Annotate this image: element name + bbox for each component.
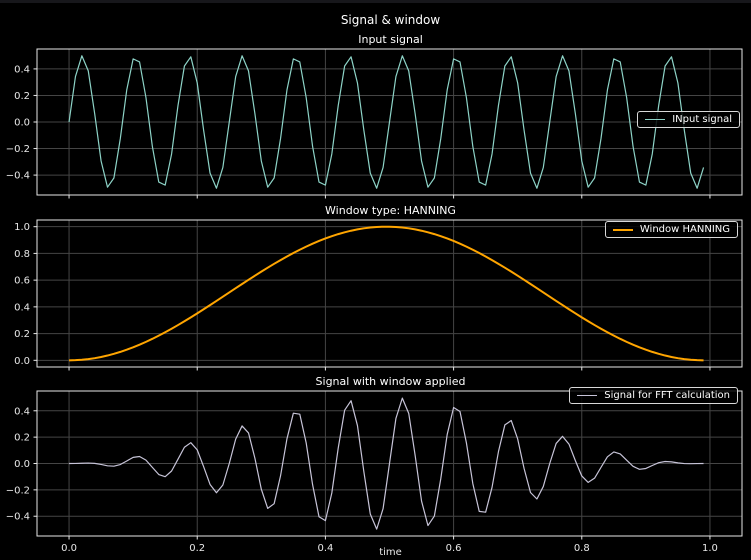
legend-line-swatch xyxy=(577,395,598,396)
y-tick-label: 0.4 xyxy=(14,406,30,417)
axes-border xyxy=(36,219,743,368)
x-tick-label: 0.6 xyxy=(446,543,462,554)
series-windowed-signal-path xyxy=(69,397,704,530)
subplot-2-title: Window type: HANNING xyxy=(325,204,456,217)
figure-title: Signal & window xyxy=(340,13,441,27)
series-window-path xyxy=(69,225,704,362)
y-tick-label: 0.0 xyxy=(14,118,30,129)
plot-canvas: −0.4 −0.2 0.0 0.2 0.4 0.0 0.2 0.4 0.6 0.8 1.0 0.0 0.… xyxy=(6,48,743,554)
legend-fft-signal: Signal for FFT calculation xyxy=(569,387,738,404)
y-tick-label: −0.4 xyxy=(6,512,30,523)
y-tick-label: 0.4 xyxy=(14,64,30,75)
legend-window: Window HANNING xyxy=(604,221,738,238)
y-tick-label: 0.6 xyxy=(14,276,30,287)
legend-line-swatch xyxy=(612,228,633,231)
y-tick-label: 0.4 xyxy=(14,302,30,313)
y-tick-label: 0.2 xyxy=(14,329,30,340)
y-tick-label: 0.0 xyxy=(14,356,30,367)
y-tick-label: 0.2 xyxy=(14,91,30,102)
x-axis-label: time xyxy=(379,547,402,558)
y-tick-label: 1.0 xyxy=(14,222,30,233)
legend-line-swatch xyxy=(645,119,666,120)
legend-input-signal: INput signal xyxy=(637,111,740,128)
x-tick-label: 0.8 xyxy=(574,543,590,554)
x-tick-label: 0.0 xyxy=(61,543,77,554)
subplot-3-title: Signal with window applied xyxy=(315,375,466,388)
y-tick-label: 0.8 xyxy=(14,249,30,260)
y-tick-label: 0.0 xyxy=(14,459,30,470)
legend-label: INput signal xyxy=(672,114,732,125)
x-tick-label: 1.0 xyxy=(702,543,718,554)
x-tick-label: 0.4 xyxy=(317,543,333,554)
series-input-signal-path xyxy=(68,55,705,189)
legend-label: Signal for FFT calculation xyxy=(604,390,730,401)
subplot-1-title: Input signal xyxy=(358,33,423,46)
y-tick-label: −0.2 xyxy=(6,485,30,496)
y-tick-label: 0.2 xyxy=(14,433,30,444)
legend-label: Window HANNING xyxy=(639,224,730,235)
x-tick-label: 0.2 xyxy=(189,543,205,554)
y-tick-label: −0.2 xyxy=(6,144,30,155)
y-tick-label: −0.4 xyxy=(6,171,30,182)
